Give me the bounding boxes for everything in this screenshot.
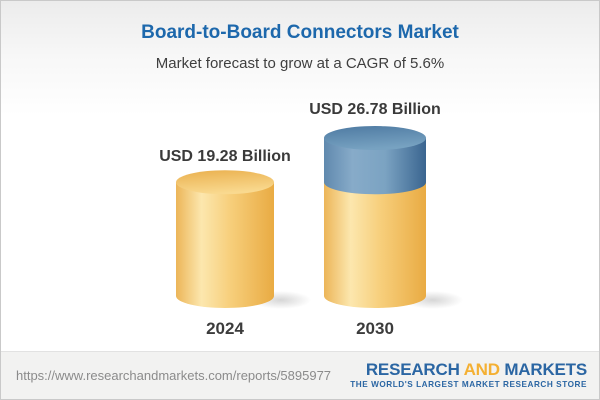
value-label-2024: USD 19.28 Billion	[159, 148, 291, 165]
page-title: Board-to-Board Connectors Market	[141, 22, 459, 43]
research-and-markets-logo: RESEARCH AND MARKETS THE WORLD'S LARGEST…	[350, 361, 587, 389]
category-label-2030: 2030	[356, 319, 394, 338]
cylinder-segment-base-2024-level	[324, 182, 426, 308]
cylinder-top	[324, 126, 426, 150]
category-label-2024: 2024	[206, 319, 244, 338]
value-label-2030: USD 26.78 Billion	[309, 101, 441, 118]
cylinder-segment-forecast-growth	[324, 138, 426, 195]
logo-word-and: AND	[463, 360, 500, 380]
header: Board-to-Board Connectors Market Market …	[1, 22, 599, 72]
logo-wordmark: RESEARCH AND MARKETS	[350, 361, 587, 378]
cylinder-segment-market-size-2024	[176, 182, 274, 308]
subtitle: Market forecast to grow at a CAGR of 5.6…	[155, 55, 445, 72]
cylinder-bar-chart: USD 19.28 Billion USD 26.78 Billion 2024…	[159, 101, 463, 338]
logo-tagline: THE WORLD'S LARGEST MARKET RESEARCH STOR…	[350, 380, 587, 390]
report-url[interactable]: https://www.researchandmarkets.com/repor…	[16, 368, 332, 383]
cylinders	[176, 126, 463, 309]
cylinder-top	[176, 170, 274, 195]
logo-word-research: RESEARCH	[365, 360, 460, 380]
logo-word-markets: MARKETS	[504, 360, 587, 380]
footer-bar: https://www.researchandmarkets.com/repor…	[1, 351, 599, 399]
